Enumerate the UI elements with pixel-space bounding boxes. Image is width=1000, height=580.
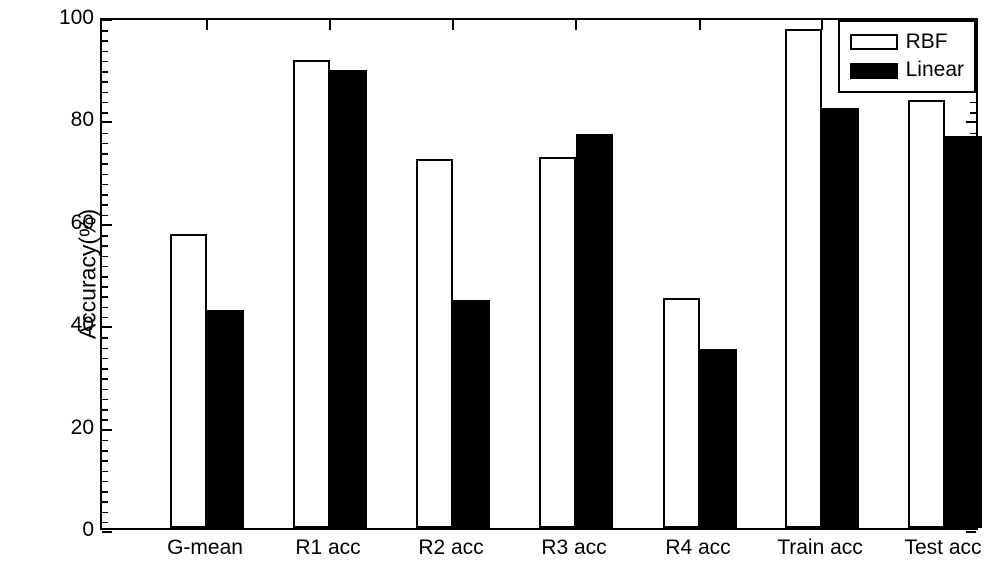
y-minor-tick [102,133,108,135]
y-minor-tick [102,153,108,155]
x-tick [452,20,454,30]
y-minor-tick [102,194,108,196]
y-minor-tick [102,61,108,63]
y-minor-tick [102,471,108,473]
y-minor-tick [970,102,976,104]
y-minor-tick [102,102,108,104]
y-minor-tick [102,184,108,186]
y-minor-tick [102,296,108,298]
x-tick-label: R4 acc [665,536,730,560]
y-minor-tick [102,71,108,73]
y-minor-tick [102,307,108,309]
bar-linear [330,70,367,528]
y-tick-label: 60 [34,211,94,235]
y-minor-tick [102,40,108,42]
y-tick-label: 40 [34,313,94,337]
y-minor-tick [102,481,108,483]
y-minor-tick [102,522,108,524]
y-tick-label: 100 [34,6,94,30]
y-minor-tick [102,276,108,278]
bar-linear [822,108,859,528]
y-minor-tick [102,266,108,268]
x-tick-label: Test acc [904,536,981,560]
legend: RBFLinear [838,20,976,93]
y-minor-tick [102,399,108,401]
bar-rbf [908,100,945,528]
y-minor-tick [102,460,108,462]
y-minor-tick [102,512,108,514]
x-tick [575,20,577,30]
y-minor-tick [102,112,108,114]
y-tick [102,121,112,123]
bar-linear [576,134,613,528]
y-minor-tick [102,368,108,370]
bar-linear [945,136,982,528]
y-minor-tick [102,256,108,258]
y-minor-tick [102,245,108,247]
y-minor-tick [102,30,108,32]
x-tick-label: Train acc [777,536,863,560]
x-tick-label: R3 acc [541,536,606,560]
y-minor-tick [102,215,108,217]
y-minor-tick [102,92,108,94]
y-minor-tick [102,358,108,360]
y-minor-tick [102,409,108,411]
legend-label: RBF [906,28,948,56]
y-minor-tick [102,235,108,237]
legend-item: RBF [850,28,964,56]
bar-linear [207,310,244,528]
y-tick-label: 80 [34,108,94,132]
legend-item: Linear [850,56,964,84]
y-minor-tick [102,389,108,391]
y-tick [102,19,112,21]
bar-rbf [416,159,453,528]
y-minor-tick [102,204,108,206]
y-minor-tick [102,501,108,503]
legend-swatch [850,34,898,50]
chart-plot-area: RBFLinear [100,18,978,530]
bar-linear [700,349,737,528]
bar-rbf [293,60,330,528]
x-tick-label: R1 acc [295,536,360,560]
x-tick-label: G-mean [167,536,243,560]
y-minor-tick [970,112,976,114]
bar-rbf [170,234,207,528]
y-minor-tick [102,81,108,83]
y-minor-tick [102,348,108,350]
y-minor-tick [102,450,108,452]
x-tick-label: R2 acc [418,536,483,560]
y-minor-tick [102,491,108,493]
y-minor-tick [102,419,108,421]
y-tick [102,429,112,431]
y-minor-tick [102,378,108,380]
legend-label: Linear [906,56,964,84]
y-minor-tick [102,174,108,176]
bar-rbf [539,157,576,528]
y-minor-tick [102,143,108,145]
y-minor-tick [102,337,108,339]
y-tick-label: 20 [34,416,94,440]
y-minor-tick [102,440,108,442]
y-minor-tick [102,51,108,53]
y-tick [966,531,976,533]
bar-linear [453,300,490,528]
y-tick [102,531,112,533]
x-tick [699,20,701,30]
y-tick-label: 0 [34,518,94,542]
y-minor-tick [970,133,976,135]
y-minor-tick [102,317,108,319]
x-tick [329,20,331,30]
y-minor-tick [102,163,108,165]
bar-rbf [663,298,700,528]
y-tick [102,326,112,328]
y-minor-tick [102,286,108,288]
legend-swatch [850,63,898,79]
bar-rbf [785,29,822,528]
y-tick [102,224,112,226]
y-tick [966,121,976,123]
x-tick [206,20,208,30]
